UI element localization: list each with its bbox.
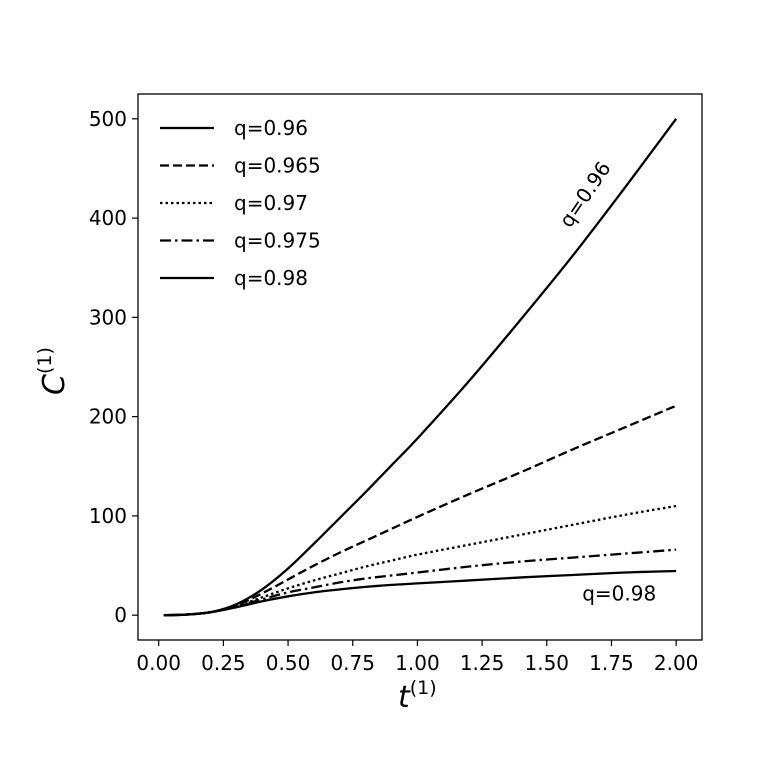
series-line-q-0-98-4 [163,569,677,617]
y-tick-label: 400 [89,206,127,230]
x-axis-ticks: 0.00 0.25 0.50 0.75 1.00 1.25 1.50 1.75 2.00 [136,640,698,675]
x-tick-label: 0.75 [330,651,375,675]
y-axis-title-superscript: (1) [34,347,56,374]
plot-area: 0.00 0.25 0.50 0.75 1.00 1.25 1.50 1.75 2.00 0 10… [89,93,703,675]
series-layer [163,118,678,617]
legend-item-q-0-975: q=0.975 [160,229,321,253]
x-axis-title-superscript: (1) [410,677,437,699]
x-tick-label: 1.75 [589,651,634,675]
axes-frame [137,93,703,641]
y-axis-ticks: 0 100 200 300 400 500 [89,107,138,627]
y-tick-label: 0 [114,603,127,627]
legend-item-q-0-965: q=0.965 [160,154,321,178]
x-axis-title: t(1) [398,677,437,715]
x-tick-label: 2.00 [654,651,699,675]
annotation-q-0-98: q=0.98 [582,581,656,605]
x-tick-label: 1.50 [525,651,570,675]
y-tick-label: 300 [89,305,127,329]
y-axis-title-main: C [37,374,72,395]
legend-label: q=0.975 [234,229,321,253]
y-tick-label: 200 [89,405,127,429]
legend: q=0.96 q=0.965 q=0.97 q=0.975 q=0.98 [160,116,321,290]
x-tick-label: 0.50 [266,651,311,675]
legend-label: q=0.96 [234,116,308,140]
legend-item-q-0-98: q=0.98 [160,266,308,290]
y-tick-label: 100 [89,504,127,528]
legend-item-q-0-97: q=0.97 [160,191,308,215]
y-axis-title: C(1) [34,347,72,395]
legend-label: q=0.98 [234,266,308,290]
x-axis-title-main: t [398,680,411,715]
x-tick-label: 1.25 [460,651,505,675]
y-tick-label: 500 [89,107,127,131]
legend-label: q=0.97 [234,191,308,215]
legend-item-q-0-96: q=0.96 [160,116,308,140]
x-tick-label: 0.00 [136,651,181,675]
annotation-layer: q=0.96 q=0.98 [554,157,656,605]
annotation-q-0-96: q=0.96 [554,157,615,232]
x-tick-label: 0.25 [201,651,246,675]
x-tick-label: 1.00 [395,651,440,675]
legend-label: q=0.965 [234,154,321,178]
